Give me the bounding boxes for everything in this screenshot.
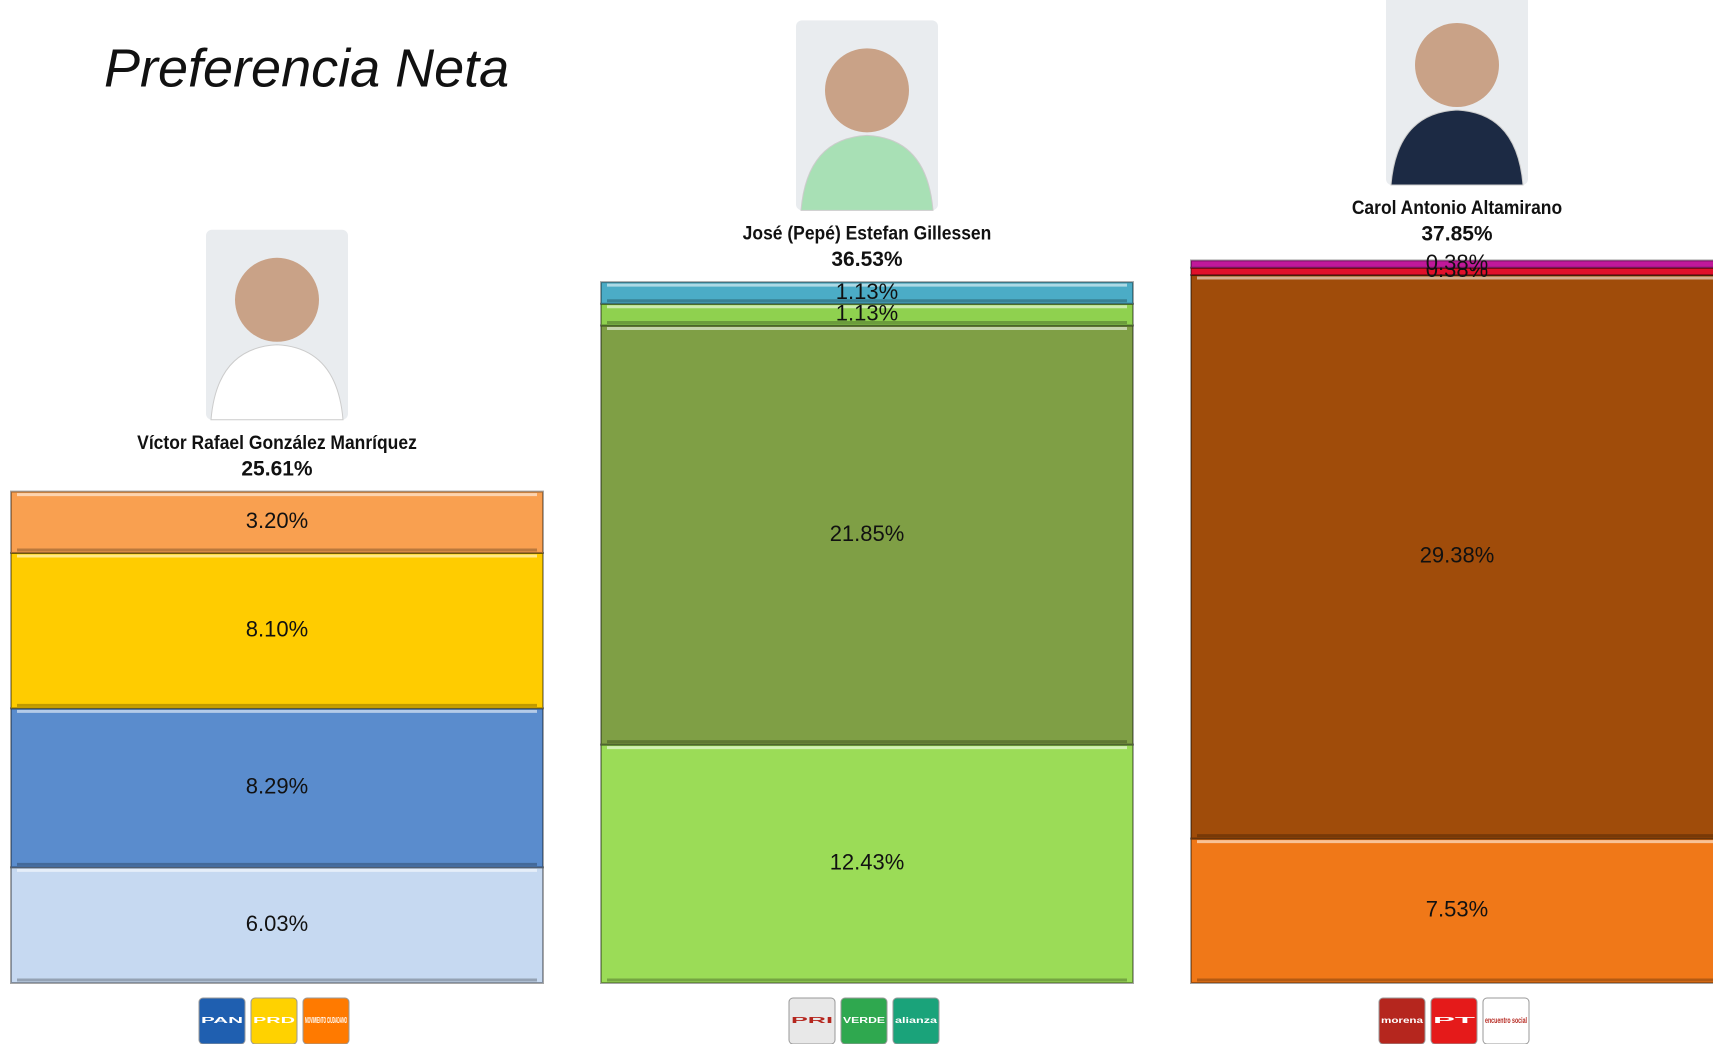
chart: Preferencia Neta 6.03% 8.29% 8.10% 3.20% 25.… bbox=[0, 0, 1713, 1044]
value-label: 0.38% bbox=[1426, 250, 1488, 275]
total-label: 37.85% bbox=[1421, 223, 1493, 246]
value-label: 1.13% bbox=[836, 279, 898, 304]
party-logo-label: VERDE bbox=[843, 1016, 886, 1025]
party-logo-label: PAN bbox=[201, 1016, 244, 1025]
party-logo-label: encuentro social bbox=[1485, 1016, 1527, 1025]
candidate-name: José (Pepé) Estefan Gillessen bbox=[743, 222, 992, 244]
value-label: 3.20% bbox=[246, 508, 308, 533]
chart-title: Preferencia Neta bbox=[104, 38, 509, 98]
photo-head bbox=[1415, 23, 1499, 107]
value-label: 6.03% bbox=[246, 911, 308, 936]
total-label: 36.53% bbox=[831, 248, 903, 271]
value-label: 7.53% bbox=[1426, 897, 1488, 922]
value-label: 21.85% bbox=[830, 521, 905, 546]
photo-head bbox=[825, 48, 909, 132]
party-logo-label: alianza bbox=[895, 1016, 938, 1025]
party-logo-label: PRI bbox=[791, 1016, 833, 1025]
value-label: 29.38% bbox=[1420, 543, 1495, 568]
party-logo-label: morena bbox=[1381, 1016, 1424, 1025]
value-label: 12.43% bbox=[830, 850, 905, 875]
party-logo-label: PT bbox=[1433, 1016, 1475, 1025]
photo-head bbox=[235, 258, 319, 342]
candidate-name: Carol Antonio Altamirano bbox=[1352, 196, 1562, 218]
total-label: 25.61% bbox=[241, 457, 313, 480]
value-label: 8.29% bbox=[246, 774, 308, 799]
candidate-name: Víctor Rafael González Manríquez bbox=[137, 431, 417, 453]
value-label: 8.10% bbox=[246, 616, 308, 641]
party-logo-label: PRD bbox=[253, 1016, 296, 1025]
party-logo-label: MOVIMIENTO CIUDADANO bbox=[305, 1016, 347, 1025]
